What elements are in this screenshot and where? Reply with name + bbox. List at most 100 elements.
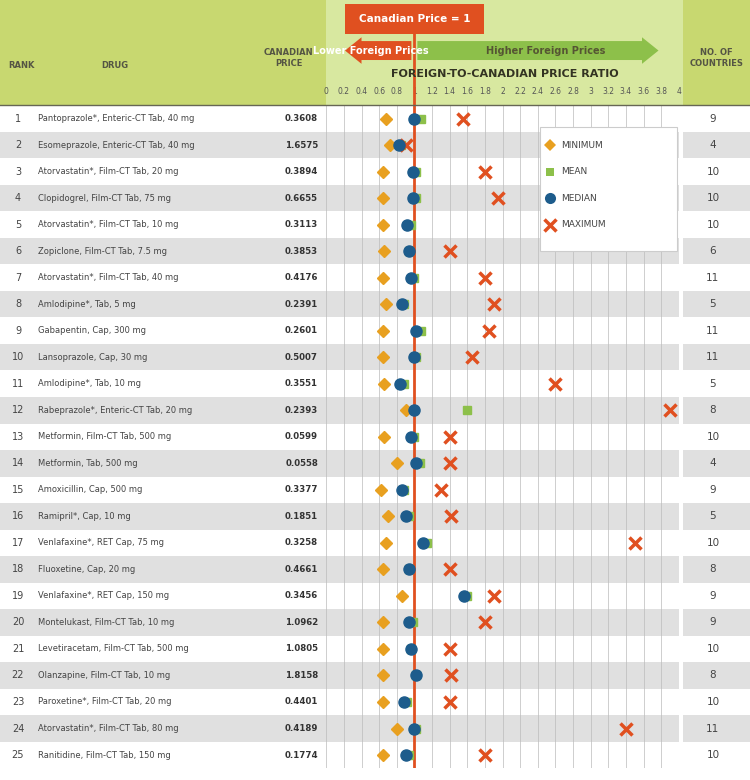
Bar <box>326 264 679 291</box>
Text: 2.8: 2.8 <box>567 87 579 96</box>
Text: NO. OF
COUNTRIES: NO. OF COUNTRIES <box>689 48 743 68</box>
Text: Paroxetine*, Film-CT Tab, 20 mg: Paroxetine*, Film-CT Tab, 20 mg <box>38 697 171 707</box>
Text: 0.1851: 0.1851 <box>285 512 318 521</box>
Text: 11: 11 <box>706 326 719 335</box>
Text: 3.8: 3.8 <box>656 87 668 96</box>
Bar <box>0 662 326 689</box>
Bar <box>0 556 326 583</box>
Bar <box>326 344 679 370</box>
Bar <box>0 636 326 662</box>
Text: Rabeprazole*, Enteric-CT Tab, 20 mg: Rabeprazole*, Enteric-CT Tab, 20 mg <box>38 406 192 415</box>
Bar <box>682 477 750 503</box>
Bar <box>0 503 326 530</box>
FancyBboxPatch shape <box>345 4 484 34</box>
Text: Higher Foreign Prices: Higher Foreign Prices <box>487 45 606 55</box>
Bar <box>0 450 326 477</box>
Bar <box>682 609 750 636</box>
Text: MEAN: MEAN <box>561 167 587 176</box>
Text: 8: 8 <box>710 406 716 415</box>
Text: MEDIAN: MEDIAN <box>561 193 596 203</box>
Text: Ramipril*, Cap, 10 mg: Ramipril*, Cap, 10 mg <box>38 512 130 521</box>
Text: Venlafaxine*, RET Cap, 150 mg: Venlafaxine*, RET Cap, 150 mg <box>38 591 169 601</box>
Text: RANK: RANK <box>8 61 34 69</box>
Bar <box>0 742 326 768</box>
Text: DRUG: DRUG <box>101 61 128 69</box>
Text: 10: 10 <box>706 644 719 654</box>
Bar <box>326 477 679 503</box>
Bar <box>682 0 750 105</box>
Text: 10: 10 <box>706 750 719 760</box>
Text: 22: 22 <box>12 671 24 680</box>
Text: 0.4661: 0.4661 <box>285 565 318 574</box>
Text: 1.0805: 1.0805 <box>285 644 318 654</box>
Text: Metformin, Film-CT Tab, 500 mg: Metformin, Film-CT Tab, 500 mg <box>38 432 171 441</box>
Bar <box>326 397 679 424</box>
Text: MAXIMUM: MAXIMUM <box>561 220 605 229</box>
Text: 3.4: 3.4 <box>620 87 632 96</box>
Text: 0.2393: 0.2393 <box>285 406 318 415</box>
Text: 3.6: 3.6 <box>638 87 650 96</box>
Text: Levetiracetam, Film-CT Tab, 500 mg: Levetiracetam, Film-CT Tab, 500 mg <box>38 644 188 654</box>
Text: 0.3853: 0.3853 <box>285 246 318 256</box>
Bar <box>0 264 326 291</box>
Text: MINIMUM: MINIMUM <box>561 140 602 150</box>
Bar <box>682 105 750 132</box>
Text: 9: 9 <box>710 485 716 495</box>
Text: 23: 23 <box>12 697 24 707</box>
Text: 10: 10 <box>706 697 719 707</box>
Text: 5: 5 <box>710 512 716 521</box>
Bar <box>326 450 679 477</box>
Bar <box>682 450 750 477</box>
Text: 21: 21 <box>12 644 24 654</box>
Bar <box>682 503 750 530</box>
Bar <box>682 583 750 609</box>
Text: Esomeprazole, Enteric-CT Tab, 40 mg: Esomeprazole, Enteric-CT Tab, 40 mg <box>38 140 194 150</box>
Text: Atorvastatin*, Film-CT Tab, 40 mg: Atorvastatin*, Film-CT Tab, 40 mg <box>38 273 178 282</box>
Bar <box>0 211 326 238</box>
Text: 5: 5 <box>710 379 716 388</box>
Bar <box>682 715 750 742</box>
Text: Atorvastatin*, Film-CT Tab, 10 mg: Atorvastatin*, Film-CT Tab, 10 mg <box>38 220 178 229</box>
Bar <box>682 689 750 715</box>
Text: 5: 5 <box>15 220 21 229</box>
Text: 8: 8 <box>710 565 716 574</box>
Bar <box>0 424 326 450</box>
Text: 0: 0 <box>324 87 328 96</box>
Bar <box>541 126 677 251</box>
Bar <box>0 583 326 609</box>
Bar <box>326 742 679 768</box>
Text: 4: 4 <box>710 140 716 150</box>
Text: 4: 4 <box>710 459 716 468</box>
Bar <box>0 477 326 503</box>
Text: Olanzapine, Film-CT Tab, 10 mg: Olanzapine, Film-CT Tab, 10 mg <box>38 671 170 680</box>
Bar <box>326 609 679 636</box>
Bar <box>326 291 679 317</box>
Text: 0.3377: 0.3377 <box>284 485 318 495</box>
Text: 0.6655: 0.6655 <box>285 193 318 203</box>
Text: 12: 12 <box>12 406 24 415</box>
Text: 10: 10 <box>12 353 24 362</box>
FancyArrow shape <box>345 37 411 64</box>
Text: 3.2: 3.2 <box>602 87 614 96</box>
Bar <box>0 689 326 715</box>
Text: 0.4189: 0.4189 <box>285 724 318 733</box>
Bar <box>326 211 679 238</box>
Bar <box>0 344 326 370</box>
Text: 1: 1 <box>15 114 21 123</box>
Bar <box>682 264 750 291</box>
Text: 11: 11 <box>12 379 24 388</box>
Bar <box>0 158 326 185</box>
Text: 2.4: 2.4 <box>532 87 544 96</box>
Bar <box>682 291 750 317</box>
Text: 7: 7 <box>15 273 21 282</box>
Text: 1.6: 1.6 <box>461 87 473 96</box>
Text: 0.3456: 0.3456 <box>285 591 318 601</box>
Bar <box>326 424 679 450</box>
Bar <box>326 132 679 158</box>
Bar <box>0 238 326 264</box>
Bar <box>326 689 679 715</box>
Text: Venlafaxine*, RET Cap, 75 mg: Venlafaxine*, RET Cap, 75 mg <box>38 538 164 548</box>
Bar <box>0 397 326 424</box>
Text: Amlodipine*, Tab, 10 mg: Amlodipine*, Tab, 10 mg <box>38 379 140 388</box>
Bar <box>326 238 679 264</box>
